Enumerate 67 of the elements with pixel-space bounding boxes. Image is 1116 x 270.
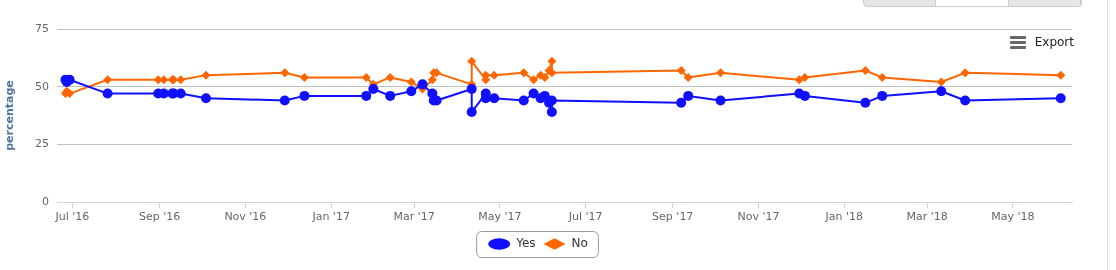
x-tick-label: Sep '16 — [139, 210, 181, 224]
point — [279, 95, 290, 106]
point — [716, 68, 726, 78]
x-tick-label: Sep '17 — [652, 210, 694, 224]
point — [280, 68, 290, 78]
x-tick-label: Nov '16 — [224, 210, 267, 224]
x-tick-label: Nov '17 — [737, 210, 780, 224]
point — [406, 77, 416, 87]
x-tick-label: May '18 — [991, 210, 1035, 224]
point — [529, 75, 539, 85]
point — [406, 86, 417, 97]
point — [299, 72, 309, 82]
point — [676, 97, 687, 108]
point — [547, 56, 557, 66]
x-tick-label: Mar '17 — [393, 210, 435, 224]
point — [385, 72, 395, 82]
point — [676, 66, 686, 76]
point — [936, 77, 946, 87]
point — [715, 95, 726, 106]
x-tick-label: May '17 — [478, 210, 522, 224]
x-tick-label: Mar '18 — [906, 210, 948, 224]
point — [368, 83, 379, 94]
point — [201, 93, 212, 104]
point — [683, 90, 694, 101]
point — [361, 72, 371, 82]
point — [489, 70, 499, 80]
point — [103, 75, 113, 85]
point — [361, 90, 372, 101]
point — [683, 72, 693, 82]
x-tick-label: Jan '18 — [824, 210, 863, 224]
point — [860, 66, 870, 76]
point — [518, 95, 529, 106]
point — [540, 72, 550, 82]
point — [467, 56, 477, 66]
x-tick-label: Jan '17 — [311, 210, 350, 224]
legend-label: Yes — [515, 236, 536, 251]
annotation: Export — [1034, 35, 1074, 49]
point — [860, 97, 871, 108]
y-tick-label: 0 — [42, 194, 49, 208]
point — [960, 95, 971, 106]
point — [546, 107, 557, 118]
point — [466, 107, 477, 118]
point — [427, 75, 437, 85]
point — [1055, 93, 1066, 104]
point — [385, 90, 396, 101]
point — [960, 68, 970, 78]
point — [299, 90, 310, 101]
y-axis-title: percentage — [3, 80, 17, 151]
y-tick-label: 25 — [35, 137, 49, 151]
point — [1056, 70, 1066, 80]
point — [519, 68, 529, 78]
point — [176, 75, 186, 85]
x-tick-label: Jul '16 — [54, 210, 90, 224]
point — [877, 72, 887, 82]
point — [799, 90, 810, 101]
point — [102, 88, 113, 99]
point — [417, 79, 428, 90]
point — [800, 72, 810, 82]
point — [936, 86, 947, 97]
point — [466, 83, 477, 94]
y-tick-label: 50 — [35, 79, 49, 93]
x-tick-label: Jul '17 — [567, 210, 603, 224]
point — [489, 93, 500, 104]
point — [201, 70, 211, 80]
point — [877, 90, 888, 101]
legend-label: No — [571, 236, 588, 251]
y-tick-label: 75 — [35, 21, 49, 35]
